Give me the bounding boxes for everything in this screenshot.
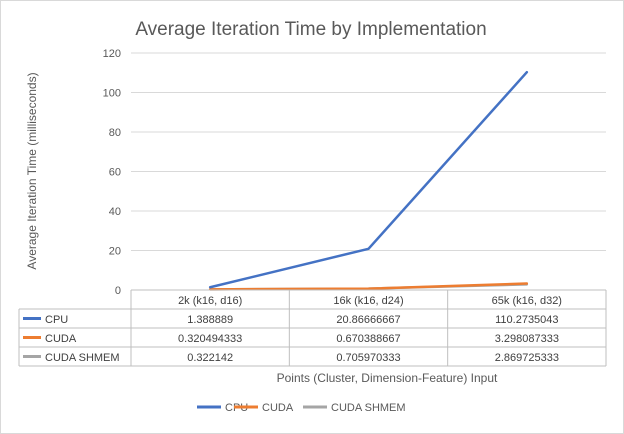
table-cell-value: 3.298087333 — [495, 333, 559, 345]
table-cell-value: 110.2735043 — [495, 314, 558, 326]
series-line-cpu — [208, 70, 529, 289]
series-line-cuda — [208, 282, 529, 291]
table-series-name: CUDA — [45, 333, 77, 345]
table-cell-value: 1.388889 — [187, 314, 233, 326]
y-tick-label: 60 — [109, 167, 121, 179]
gridlines — [131, 52, 606, 251]
x-category-label: 16k (k16, d24) — [333, 295, 403, 307]
data-table: 2k (k16, d16) 16k (k16, d24) 65k (k16, d32… — [18, 289, 607, 367]
table-cell-value: 0.322142 — [187, 352, 233, 364]
x-axis-label: Points (Cluster, Dimension-Feature) Inpu… — [277, 371, 498, 385]
table-cell-value: 0.705970333 — [336, 352, 400, 364]
series-lines — [208, 70, 529, 291]
x-category-label: 65k (k16, d32) — [492, 295, 562, 307]
table-series-name: CPU — [45, 314, 68, 326]
legend-label: CUDA — [262, 402, 294, 414]
x-category-label: 2k (k16, d16) — [178, 295, 242, 307]
table-cell-value: 0.670388667 — [336, 333, 400, 345]
chart-title: Average Iteration Time by Implementation — [135, 19, 486, 40]
y-tick-label: 80 — [109, 127, 121, 139]
table-cell-value: 0.320494333 — [178, 333, 242, 345]
y-axis-label: Average Iteration Time (milliseconds) — [25, 72, 39, 269]
y-tick-label: 120 — [103, 48, 121, 60]
table-series-name: CUDA SHMEM — [45, 352, 120, 364]
y-tick-label: 0 — [115, 285, 121, 297]
y-tick-label: 20 — [109, 246, 121, 258]
table-cell-value: 20.86666667 — [336, 314, 400, 326]
y-tick-label: 100 — [103, 88, 121, 100]
legend-label: CUDA SHMEM — [331, 402, 406, 414]
y-axis-ticks: 0 20 40 60 80 100 120 — [103, 48, 121, 297]
y-tick-label: 40 — [109, 206, 121, 218]
table-cell-value: 2.869725333 — [495, 352, 559, 364]
legend: CPUCUDACUDA SHMEM — [197, 402, 406, 414]
